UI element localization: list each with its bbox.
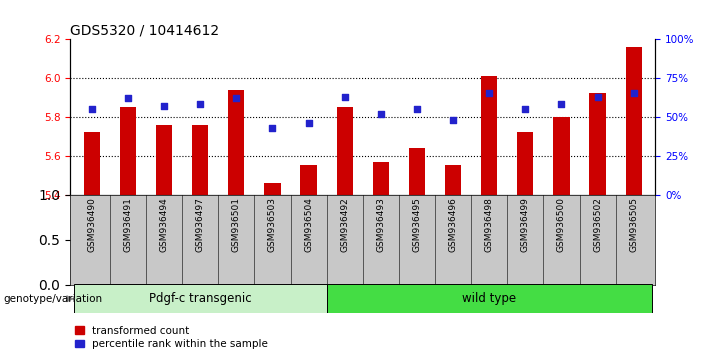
Bar: [156, 125, 172, 195]
Point: [231, 95, 242, 101]
Bar: [481, 76, 497, 195]
Point: [519, 106, 531, 112]
Text: GSM936502: GSM936502: [593, 198, 602, 252]
Point: [484, 91, 495, 96]
Text: GSM936495: GSM936495: [412, 198, 421, 252]
Bar: [517, 132, 533, 195]
Text: GSM936496: GSM936496: [449, 198, 458, 252]
Text: wild type: wild type: [462, 292, 517, 305]
Bar: [229, 90, 245, 195]
Point: [303, 120, 314, 126]
Legend: transformed count, percentile rank within the sample: transformed count, percentile rank withi…: [75, 326, 268, 349]
Bar: [120, 107, 136, 195]
Point: [375, 111, 386, 116]
Text: GSM936494: GSM936494: [160, 198, 168, 252]
Text: GSM936497: GSM936497: [196, 198, 205, 252]
Bar: [590, 93, 606, 195]
Text: GSM936493: GSM936493: [376, 198, 386, 252]
Bar: [409, 148, 425, 195]
Point: [86, 106, 97, 112]
Bar: [625, 47, 642, 195]
Text: GSM936500: GSM936500: [557, 198, 566, 252]
Point: [628, 91, 639, 96]
Bar: [264, 183, 280, 195]
Point: [339, 94, 350, 99]
Text: genotype/variation: genotype/variation: [4, 294, 102, 304]
Text: GSM936490: GSM936490: [88, 198, 96, 252]
Text: GSM936491: GSM936491: [123, 198, 132, 252]
Point: [556, 102, 567, 107]
Text: GSM936504: GSM936504: [304, 198, 313, 252]
Text: GDS5320 / 10414612: GDS5320 / 10414612: [70, 24, 219, 38]
Point: [592, 94, 604, 99]
Point: [195, 102, 206, 107]
Point: [158, 103, 170, 109]
Bar: [83, 132, 100, 195]
Bar: [445, 166, 461, 195]
Text: GSM936503: GSM936503: [268, 198, 277, 252]
Point: [411, 106, 423, 112]
Point: [122, 95, 133, 101]
Point: [447, 117, 458, 123]
FancyBboxPatch shape: [327, 284, 652, 313]
Bar: [553, 117, 570, 195]
Text: Pdgf-c transgenic: Pdgf-c transgenic: [149, 292, 252, 305]
Bar: [373, 162, 389, 195]
Point: [267, 125, 278, 131]
Text: GSM936492: GSM936492: [340, 198, 349, 252]
FancyBboxPatch shape: [74, 284, 327, 313]
Bar: [192, 125, 208, 195]
Text: GSM936498: GSM936498: [484, 198, 494, 252]
Text: GSM936501: GSM936501: [232, 198, 241, 252]
Text: GSM936499: GSM936499: [521, 198, 530, 252]
Bar: [336, 107, 353, 195]
Bar: [301, 166, 317, 195]
Text: GSM936505: GSM936505: [629, 198, 638, 252]
